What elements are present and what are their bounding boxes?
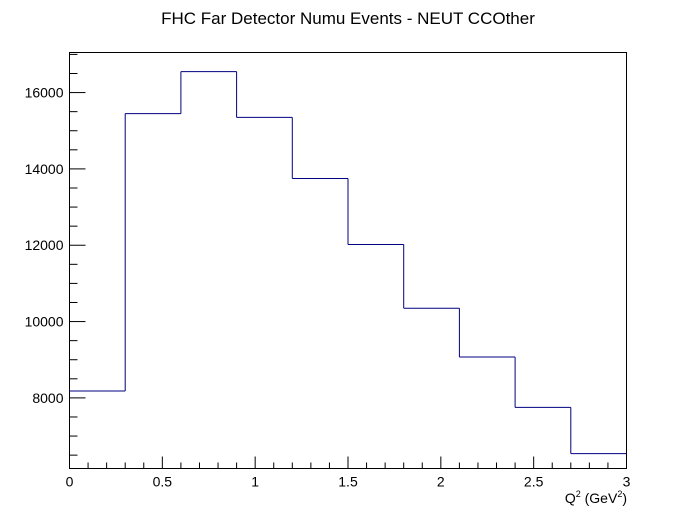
x-axis: 0 0.5 1 1.5 2 2.5 3 — [66, 456, 631, 490]
plot-frame — [69, 52, 627, 469]
histogram-bins — [69, 71, 627, 455]
y-tick-label: 8000 — [32, 390, 63, 406]
x-tick-label: 0.5 — [153, 474, 173, 490]
y-axis: 8000 10000 12000 14000 16000 — [25, 53, 86, 456]
y-tick-label: 10000 — [25, 314, 64, 330]
y-tick-label: 14000 — [25, 161, 64, 177]
chart-title: FHC Far Detector Numu Events - NEUT CCOt… — [161, 9, 535, 28]
x-axis-label: Q2 (GeV2) — [565, 489, 627, 506]
x-tick-label: 0 — [66, 474, 74, 490]
y-tick-label: 16000 — [25, 85, 64, 101]
x-tick-label: 1.5 — [338, 474, 358, 490]
x-tick-label: 2 — [437, 474, 445, 490]
x-tick-label: 3 — [623, 474, 631, 490]
x-tick-label: 1 — [251, 474, 259, 490]
x-tick-label: 2.5 — [524, 474, 544, 490]
y-tick-label: 12000 — [25, 237, 64, 253]
